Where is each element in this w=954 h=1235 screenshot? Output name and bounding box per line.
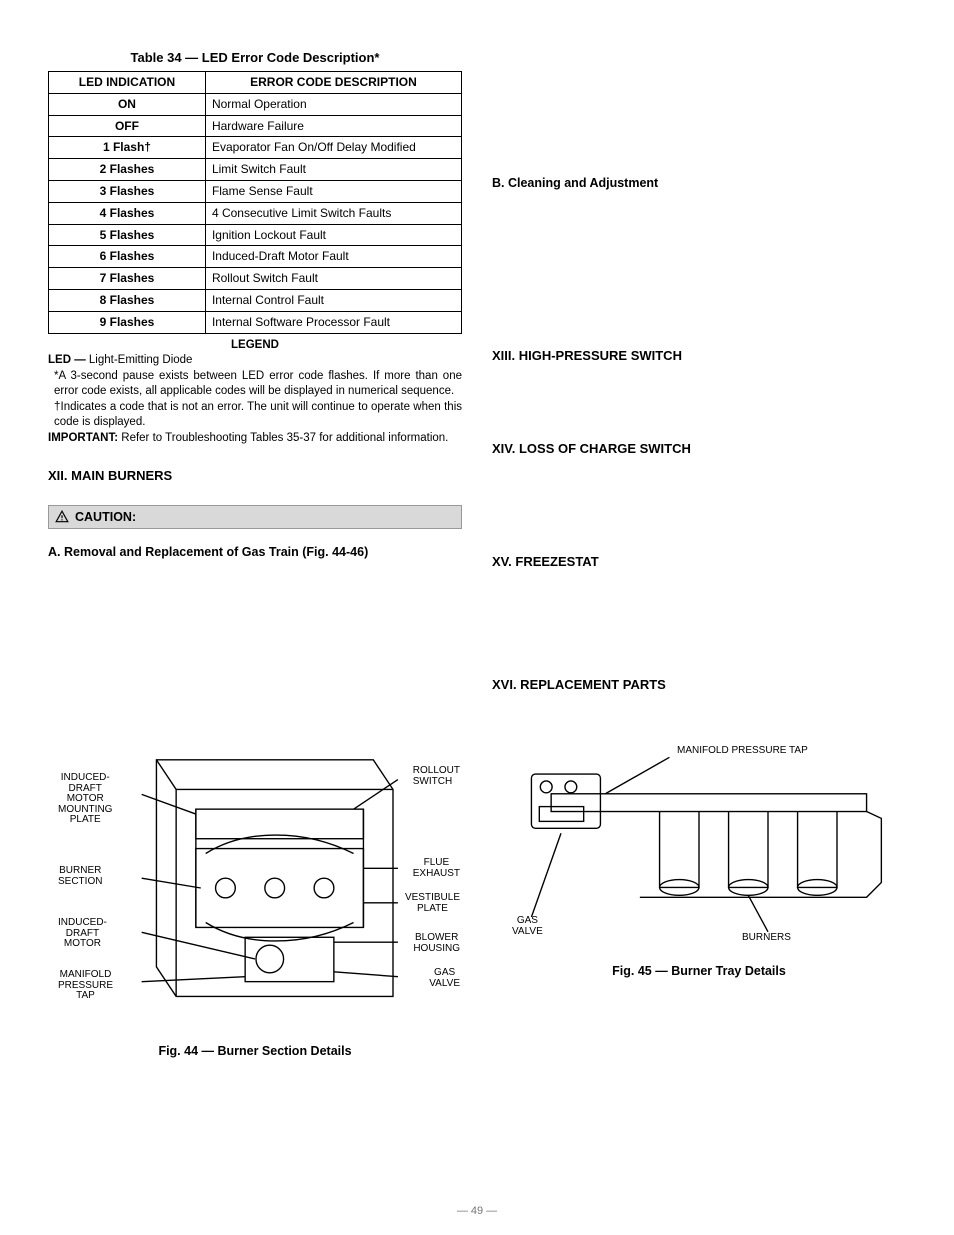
table-row: 3 FlashesFlame Sense Fault [49,180,462,202]
caution-label: CAUTION: [75,510,136,524]
fig45-diagram: MANIFOLD PRESSURE TAP GAS VALVE BURNERS [492,738,906,958]
table-header-desc: ERROR CODE DESCRIPTION [205,72,461,94]
fig45-label-manifold-tap: MANIFOLD PRESSURE TAP [677,746,808,757]
fig44-label-rollout: ROLLOUT SWITCH [413,766,460,787]
fig44-label-manifold-tap: MANIFOLD PRESSURE TAP [58,970,113,1002]
fig44-label-gas-valve: GAS VALVE [429,968,460,989]
fig44-label-vestibule: VESTIBULE PLATE [405,893,460,914]
figure-45: MANIFOLD PRESSURE TAP GAS VALVE BURNERS … [492,738,906,1058]
fig44-label-idm-plate: INDUCED- DRAFT MOTOR MOUNTING PLATE [58,773,112,826]
table-row: 9 FlashesInternal Software Processor Fau… [49,311,462,333]
legend-led-label: LED — [48,354,86,366]
table-title: Table 34 — LED Error Code Description* [48,50,462,65]
table-row: 5 FlashesIgnition Lockout Fault [49,224,462,246]
legend-important-label: IMPORTANT: [48,432,118,444]
fig45-svg [492,738,906,958]
table-row: OFFHardware Failure [49,115,462,137]
table-header-led: LED INDICATION [49,72,206,94]
section-xiii: XIII. HIGH-PRESSURE SWITCH [492,348,906,363]
subsection-a: A. Removal and Replacement of Gas Train … [48,545,462,559]
section-xvi: XVI. REPLACEMENT PARTS [492,677,906,692]
table-row: 7 FlashesRollout Switch Fault [49,268,462,290]
subsection-b: B. Cleaning and Adjustment [492,176,906,190]
warning-icon [55,510,69,524]
legend-title: LEGEND [48,338,462,354]
fig44-caption: Fig. 44 — Burner Section Details [48,1044,462,1058]
table-row: 8 FlashesInternal Control Fault [49,289,462,311]
fig44-label-flue: FLUE EXHAUST [413,858,460,879]
table-row: 2 FlashesLimit Switch Fault [49,159,462,181]
legend-block: LEGEND LED — Light-Emitting Diode *A 3-s… [48,338,462,447]
legend-note-star: *A 3-second pause exists between LED err… [48,369,462,400]
fig45-caption: Fig. 45 — Burner Tray Details [492,964,906,978]
fig45-label-gas-valve: GAS VALVE [512,916,543,937]
fig44-label-blower: BLOWER HOUSING [413,933,460,954]
page-number: — 49 — [0,1205,954,1217]
main-columns: Table 34 — LED Error Code Description* L… [48,50,906,698]
table-row: 6 FlashesInduced-Draft Motor Fault [49,246,462,268]
fig44-label-idm: INDUCED- DRAFT MOTOR [58,918,107,950]
legend-led-def: Light-Emitting Diode [86,354,193,366]
legend-important-text: Refer to Troubleshooting Tables 35-37 fo… [118,432,448,444]
section-xv: XV. FREEZESTAT [492,554,906,569]
legend-note-dagger: †Indicates a code that is not an error. … [48,400,462,431]
section-xii: XII. MAIN BURNERS [48,468,462,483]
fig44-label-burner-section: BURNER SECTION [58,866,102,887]
fig44-diagram: INDUCED- DRAFT MOTOR MOUNTING PLATE BURN… [48,738,462,1038]
table-row: 1 Flash†Evaporator Fan On/Off Delay Modi… [49,137,462,159]
error-code-table: LED INDICATION ERROR CODE DESCRIPTION ON… [48,71,462,334]
figures-row: INDUCED- DRAFT MOTOR MOUNTING PLATE BURN… [48,738,906,1058]
section-xiv: XIV. LOSS OF CHARGE SWITCH [492,441,906,456]
figure-44: INDUCED- DRAFT MOTOR MOUNTING PLATE BURN… [48,738,462,1058]
fig45-label-burners: BURNERS [742,933,791,944]
table-row: ONNormal Operation [49,93,462,115]
caution-bar: CAUTION: [48,505,462,529]
left-column: Table 34 — LED Error Code Description* L… [48,50,462,698]
right-column: B. Cleaning and Adjustment XIII. HIGH-PR… [492,50,906,698]
table-row: 4 Flashes4 Consecutive Limit Switch Faul… [49,202,462,224]
